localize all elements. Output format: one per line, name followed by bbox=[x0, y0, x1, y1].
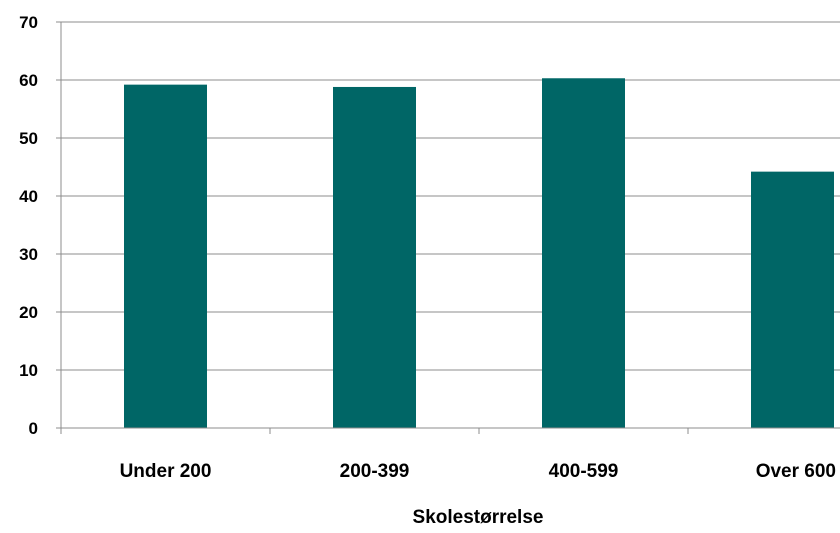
bar bbox=[751, 171, 834, 428]
x-axis-title: Skolestørrelse bbox=[413, 507, 544, 528]
y-tick-label: 40 bbox=[19, 187, 38, 206]
y-tick-label: 20 bbox=[19, 303, 38, 322]
y-tick-label: 50 bbox=[19, 129, 38, 148]
y-tick-label: 10 bbox=[19, 361, 38, 380]
axes bbox=[60, 22, 840, 429]
y-axis-ticks: 0 10 20 30 40 50 60 70 bbox=[19, 13, 61, 438]
y-tick-label: 60 bbox=[19, 71, 38, 90]
y-tick-label: 30 bbox=[19, 245, 38, 264]
x-tick-label: 400-599 bbox=[549, 461, 619, 482]
x-tick-label: 200-399 bbox=[340, 461, 410, 482]
bar bbox=[542, 78, 625, 428]
bar bbox=[124, 84, 207, 428]
x-tick-label: Over 600 bbox=[756, 461, 836, 482]
category-labels: Under 200 200-399 400-599 Over 600 bbox=[120, 461, 836, 482]
bars bbox=[124, 78, 834, 429]
bar bbox=[333, 86, 416, 429]
x-axis-ticks bbox=[60, 428, 689, 434]
y-tick-label: 0 bbox=[29, 419, 38, 438]
x-tick-label: Under 200 bbox=[120, 461, 212, 482]
y-tick-label: 70 bbox=[19, 13, 38, 32]
